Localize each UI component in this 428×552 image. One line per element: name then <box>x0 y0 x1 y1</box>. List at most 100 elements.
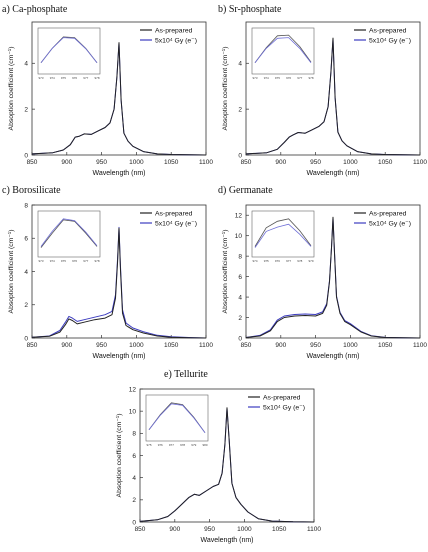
x-tick-label: 1100 <box>199 159 213 166</box>
plot-frame <box>245 21 421 156</box>
x-tick-label: 900 <box>61 159 72 166</box>
legend-label: 5x10⁴ Gy (e⁻) <box>263 404 305 411</box>
x-tick-label: 1000 <box>129 159 144 166</box>
y-axis-label: Absoption coefficient (cm⁻¹) <box>8 230 15 314</box>
x-tick-label: 900 <box>275 342 286 349</box>
inset-tick-label: 974 <box>50 259 55 263</box>
legend-label: As-prepared <box>155 210 193 217</box>
inset-tick-label: 973 <box>252 76 257 80</box>
series-line-as-prepared <box>31 227 207 339</box>
y-tick-label: 10 <box>129 408 137 415</box>
inset-tick-label: 978 <box>180 443 185 447</box>
y-tick-label: 8 <box>238 253 242 260</box>
y-tick-label: 6 <box>24 236 28 243</box>
inset-frame <box>251 27 315 75</box>
x-tick-label: 950 <box>310 159 321 166</box>
y-tick-label: 12 <box>129 386 137 393</box>
x-tick-label: 950 <box>96 342 107 349</box>
y-tick-label: 8 <box>132 431 136 438</box>
series-line-as-prepared <box>245 216 421 339</box>
inset-frame <box>37 27 101 75</box>
inset-tick-label: 980 <box>202 443 207 447</box>
y-tick-label: 6 <box>132 453 136 460</box>
panel-title: c) Borosilicate <box>2 185 61 196</box>
y-tick-label: 2 <box>132 497 136 504</box>
y-tick-label: 6 <box>238 274 242 281</box>
x-tick-label: 1100 <box>307 526 321 533</box>
inset-frame <box>37 210 101 258</box>
panel-title: b) Sr-phosphate <box>218 4 282 15</box>
x-tick-label: 900 <box>169 526 180 533</box>
x-tick-label: 950 <box>96 159 107 166</box>
legend-label: 5x10⁴ Gy (e⁻) <box>369 220 411 227</box>
inset-tick-label: 975 <box>264 259 269 263</box>
inset-tick-label: 973 <box>38 76 43 80</box>
inset-tick-label: 979 <box>191 443 196 447</box>
inset-tick-label: 977 <box>297 76 302 80</box>
x-tick-label: 850 <box>27 342 38 349</box>
x-tick-label: 900 <box>61 342 72 349</box>
x-tick-label: 1000 <box>237 526 252 533</box>
inset-line-irradiated <box>40 218 98 247</box>
series-line-as-prepared <box>245 37 421 156</box>
chart-panel-c: c) Borosilicate 850 900 950 1000 1050 1100 0 2 4… <box>0 183 214 363</box>
x-tick-label: 1100 <box>413 159 427 166</box>
x-tick-label: 1100 <box>199 342 213 349</box>
inset-tick-label: 974 <box>264 76 269 80</box>
inset-tick-label: 975 <box>275 76 280 80</box>
inset-line-as-prepared <box>254 218 312 247</box>
legend-label: 5x10⁴ Gy (e⁻) <box>155 37 197 44</box>
y-tick-label: 12 <box>235 213 243 220</box>
spectrum-chart-d: 850 900 950 1000 1050 1100 0 2 4 6 8 10 12 Wavelength… <box>222 204 427 360</box>
inset-tick-label: 977 <box>169 443 174 447</box>
inset-line-irradiated <box>254 37 312 64</box>
inset-tick-label: 974 <box>252 259 257 263</box>
x-tick-label: 1100 <box>413 342 427 349</box>
y-tick-label: 2 <box>24 302 28 309</box>
panel-title: d) Germanate <box>218 185 273 196</box>
y-axis-label: Absoption coefficient (cm⁻¹) <box>116 414 123 498</box>
y-tick-label: 4 <box>238 61 242 68</box>
y-tick-label: 0 <box>238 335 242 342</box>
inset-tick-label: 976 <box>72 259 77 263</box>
x-axis-label: Wavelength (nm) <box>306 170 359 177</box>
y-tick-label: 4 <box>238 294 242 301</box>
x-axis-label: Wavelength (nm) <box>200 537 253 544</box>
inset-tick-label: 975 <box>61 259 66 263</box>
x-axis-label: Wavelength (nm) <box>92 353 145 360</box>
y-tick-label: 2 <box>238 106 242 113</box>
inset-tick-label: 978 <box>308 76 313 80</box>
x-tick-label: 850 <box>135 526 146 533</box>
series-line-as-prepared <box>31 42 207 156</box>
legend-label: 5x10⁴ Gy (e⁻) <box>369 37 411 44</box>
x-tick-label: 1050 <box>378 159 393 166</box>
y-axis-label: Absoption coefficient (cm⁻¹) <box>222 47 229 131</box>
inset-tick-label: 976 <box>158 443 163 447</box>
inset-tick-label: 977 <box>286 259 291 263</box>
legend-label: As-prepared <box>369 27 407 34</box>
x-tick-label: 1000 <box>343 159 358 166</box>
y-tick-label: 8 <box>24 202 28 209</box>
inset-tick-label: 975 <box>61 76 66 80</box>
x-tick-label: 850 <box>241 342 252 349</box>
x-tick-label: 1050 <box>272 526 287 533</box>
x-axis-label: Wavelength (nm) <box>306 353 359 360</box>
inset-line-irradiated <box>148 403 206 433</box>
y-tick-label: 0 <box>132 519 136 526</box>
inset-tick-label: 979 <box>308 259 313 263</box>
inset-line-irradiated <box>40 37 98 64</box>
y-tick-label: 0 <box>24 335 28 342</box>
y-axis-label: Absoption coefficient (cm⁻¹) <box>8 47 15 131</box>
x-axis-label: Wavelength (nm) <box>92 170 145 177</box>
inset-line-irradiated <box>254 223 312 248</box>
y-tick-label: 10 <box>235 233 243 240</box>
panel-title: a) Ca-phosphate <box>2 4 68 15</box>
y-tick-label: 4 <box>24 61 28 68</box>
y-tick-label: 0 <box>238 152 242 159</box>
chart-panel-d: d) Germanate 850 900 950 1000 1050 1100 0 2 4 6 8 1… <box>214 183 428 363</box>
inset-tick-label: 977 <box>83 76 88 80</box>
inset-tick-label: 976 <box>72 76 77 80</box>
inset-tick-label: 978 <box>94 76 99 80</box>
x-tick-label: 1050 <box>164 342 179 349</box>
x-tick-label: 850 <box>241 159 252 166</box>
